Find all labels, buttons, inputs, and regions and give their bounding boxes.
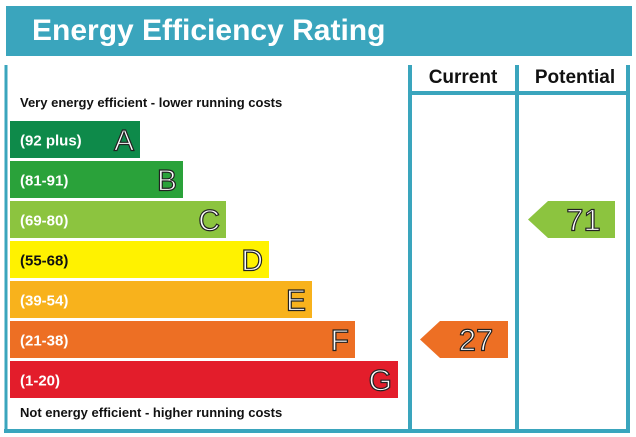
rating-value-current: 27: [459, 323, 493, 358]
band-letter-c: C: [198, 205, 220, 238]
header-bar: Energy Efficiency Rating: [6, 6, 632, 56]
band-letter-b: B: [157, 165, 177, 198]
band-range-a: (92 plus): [20, 133, 82, 150]
bottom-note: Not energy efficient - higher running co…: [20, 405, 283, 420]
band-letter-a: A: [114, 125, 134, 158]
chart-title: Energy Efficiency Rating: [32, 14, 386, 47]
band-bar-d: [10, 241, 269, 278]
rating-arrow-current: [420, 321, 508, 358]
band-bar-c: [10, 201, 226, 238]
band-bar-g: [10, 361, 398, 398]
band-bar-b: [10, 161, 183, 198]
band-range-g: (1-20): [20, 373, 60, 390]
band-bar-f: [10, 321, 355, 358]
band-letter-f: F: [331, 325, 349, 358]
band-range-c: (69-80): [20, 213, 68, 230]
band-letter-g: G: [369, 365, 392, 398]
column-header-potential: Potential: [534, 67, 616, 88]
band-range-f: (21-38): [20, 333, 68, 350]
top-note: Very energy efficient - lower running co…: [20, 95, 283, 110]
rating-arrow-potential: [528, 201, 615, 238]
band-range-d: (55-68): [20, 253, 68, 270]
band-letter-d: D: [241, 245, 263, 278]
band-bar-e: [10, 281, 312, 318]
rating-value-potential: 71: [566, 203, 600, 238]
band-bar-a: [10, 121, 140, 158]
band-range-e: (39-54): [20, 293, 68, 310]
band-letter-e: E: [286, 285, 306, 318]
column-header-current: Current: [428, 67, 498, 88]
band-range-b: (81-91): [20, 173, 68, 190]
